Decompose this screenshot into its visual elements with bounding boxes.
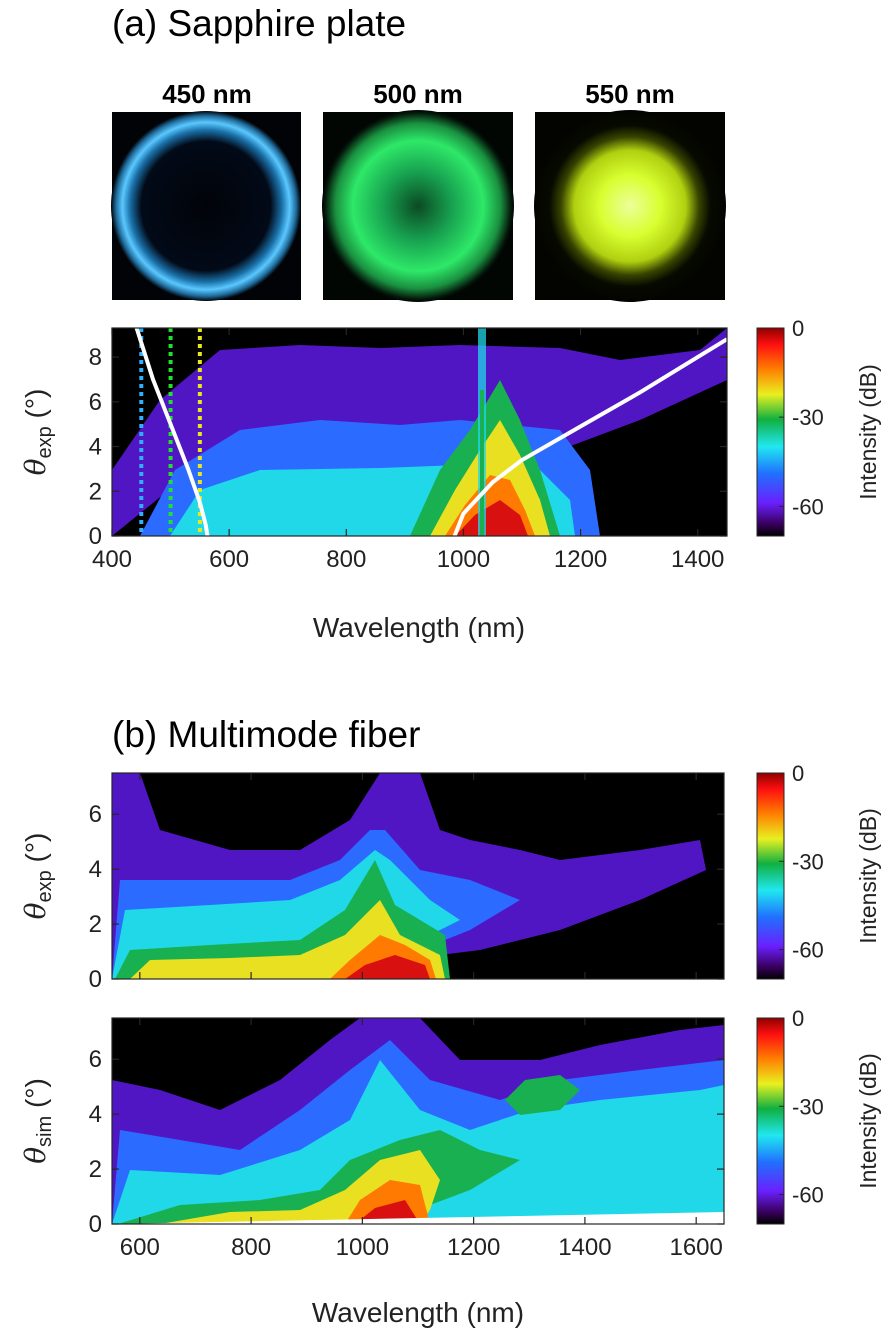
colorbar-b-bottom: 0 -30 -60 (756, 1006, 824, 1225)
heatmap-b-bottom (112, 1018, 724, 1224)
x-tick-label: 400 (92, 546, 132, 573)
colorbar-tick-label: 0 (792, 316, 804, 341)
image-label-500: 500 nm (373, 79, 463, 109)
x-tick-label: 600 (120, 1234, 160, 1261)
panel-a-xlabel: Wavelength (nm) (313, 612, 525, 643)
y-tick-label: 2 (89, 1156, 102, 1183)
beam-image-550 (534, 110, 726, 302)
heatmap-a-overlays (134, 328, 727, 536)
x-tick-label: 1400 (558, 1234, 611, 1261)
heatmap-a (112, 328, 727, 536)
panel-b-title: (b) Multimode fiber (112, 714, 420, 755)
colorbar-b-bottom-label: Intensity (dB) (855, 1053, 881, 1189)
axis-b-bottom: 600 800 1000 1200 1400 1600 0 2 4 6 (89, 1018, 724, 1261)
axis-b-top: 0 2 4 6 (89, 773, 724, 993)
colorbar-tick-label: 0 (792, 761, 804, 786)
x-tick-label: 1400 (671, 546, 724, 573)
y-tick-label: 2 (89, 478, 102, 505)
phase-matching-curve (134, 328, 210, 536)
colorbar-tick-label: -60 (792, 938, 824, 963)
y-tick-label: 6 (89, 801, 102, 828)
panel-a-ylabel: θexp (°) (19, 389, 56, 476)
colorbar-a: 0 -30 -60 (756, 316, 824, 537)
colorbar-a-label: Intensity (dB) (855, 364, 881, 500)
colorbar-tick-label: -30 (792, 405, 824, 430)
phase-matching-curve (452, 337, 727, 536)
colorbar-tick-label: -60 (792, 1183, 824, 1208)
y-tick-label: 2 (89, 911, 102, 938)
y-tick-label: 4 (89, 856, 102, 883)
x-tick-label: 800 (326, 546, 366, 573)
image-label-450: 450 nm (162, 79, 252, 109)
y-tick-label: 6 (89, 1046, 102, 1073)
x-tick-label: 1000 (437, 546, 490, 573)
x-tick-label: 1200 (447, 1234, 500, 1261)
y-tick-label: 4 (89, 434, 102, 461)
y-tick-label: 0 (89, 1211, 102, 1238)
y-tick-label: 6 (89, 389, 102, 416)
axis-a: 400 600 800 1000 1200 1400 0 2 4 6 8 (89, 328, 727, 573)
y-tick-label: 0 (89, 523, 102, 550)
colorbar-tick-label: -30 (792, 849, 824, 874)
colorbar-tick-label: 0 (792, 1006, 804, 1031)
y-tick-label: 0 (89, 966, 102, 993)
y-tick-label: 4 (89, 1101, 102, 1128)
heatmap-b-top (112, 773, 724, 979)
x-tick-label: 1600 (669, 1234, 722, 1261)
x-tick-label: 1000 (336, 1234, 389, 1261)
colorbar-tick-label: -30 (792, 1094, 824, 1119)
beam-image-450 (111, 111, 301, 301)
panel-b-xlabel: Wavelength (nm) (312, 1297, 524, 1328)
colorbar-b-top-label: Intensity (dB) (855, 808, 881, 944)
colorbar-tick-label: -60 (792, 494, 824, 519)
colorbar-b-top: 0 -30 -60 (756, 761, 824, 980)
x-tick-label: 600 (209, 546, 249, 573)
panel-b-top-ylabel: θexp (°) (19, 833, 56, 920)
x-tick-label: 1200 (554, 546, 607, 573)
x-tick-label: 800 (231, 1234, 271, 1261)
beam-image-500 (322, 110, 514, 302)
y-tick-label: 8 (89, 344, 102, 371)
panel-b-bottom-ylabel: θsim (°) (19, 1078, 56, 1164)
panel-a-title: (a) Sapphire plate (112, 3, 406, 44)
image-label-550: 550 nm (585, 79, 675, 109)
